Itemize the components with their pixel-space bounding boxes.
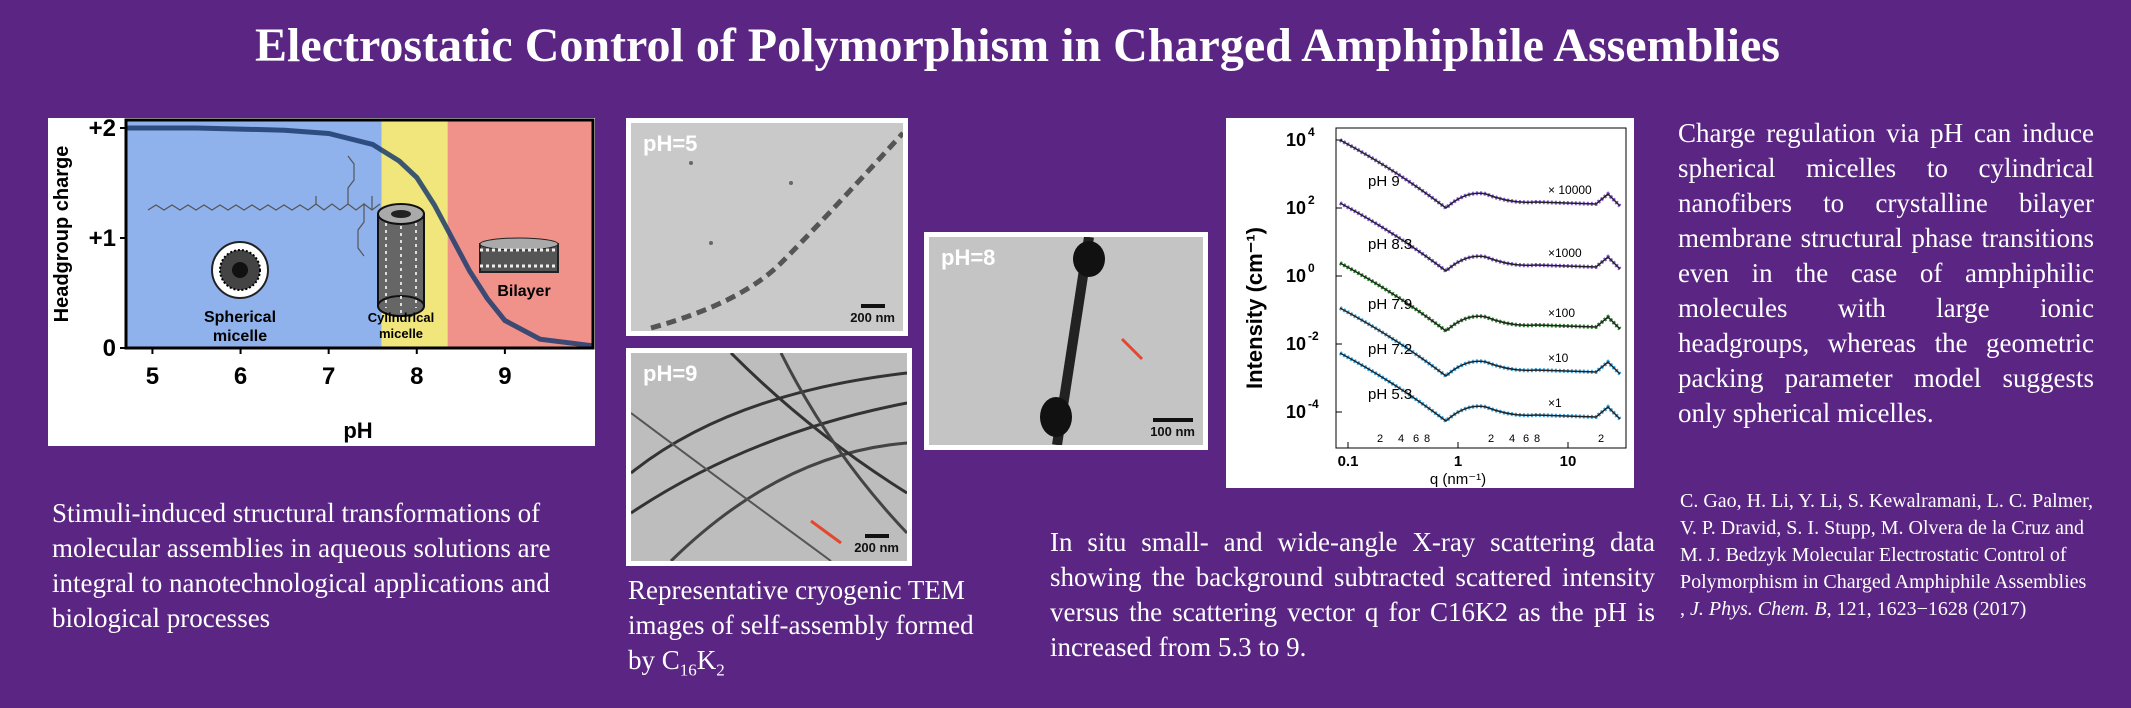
phase-x-tick-label: 7 [322, 363, 335, 390]
saxs-curve-label: pH 8.3 [1368, 236, 1412, 253]
tem-caption: Representative cryogenic TEM images of s… [628, 575, 974, 680]
tem-label-ph5: pH=5 [643, 131, 698, 156]
saxs-curve-label: pH 5.3 [1368, 386, 1412, 403]
label-cylindrical-2: micelle [379, 326, 423, 341]
saxs-y-tick-label: 10 [1286, 334, 1306, 354]
plot-frame [124, 118, 595, 350]
saxs-minor-tick-label: 6 [1523, 433, 1529, 445]
saxs-y-tick-exp: -4 [1308, 397, 1319, 411]
saxs-y-tick-exp: 4 [1308, 125, 1315, 139]
poster-title: Electrostatic Control of Polymorphism in… [255, 19, 1780, 72]
phase-y-axis-label: Headgroup charge [51, 146, 73, 323]
label-spherical-2: micelle [213, 328, 267, 345]
left-description: Stimuli-induced structural transformatio… [52, 498, 551, 633]
saxs-minor-tick-label: 4 [1398, 433, 1404, 445]
saxs-minor-tick-label: 8 [1534, 433, 1540, 445]
label-spherical-1: Spherical [204, 309, 276, 326]
saxs-minor-tick-label: 2 [1488, 433, 1494, 445]
saxs-fit-line [1339, 139, 1621, 209]
saxs-y-tick-exp: -2 [1308, 329, 1319, 343]
saxs-y-tick-label: 10 [1286, 266, 1306, 286]
phase-x-tick-label: 9 [498, 363, 511, 390]
saxs-x-tick-label: 10 [1560, 453, 1577, 470]
saxs-x-axis-label: q (nm⁻¹) [1430, 471, 1486, 488]
scale-bar: 100 nm [1150, 418, 1195, 439]
spherical-region [126, 120, 382, 348]
saxs-minor-tick-label: 8 [1424, 433, 1430, 445]
saxs-curve-label: pH 7.9 [1368, 296, 1412, 313]
saxs-multiplier-label: ×10 [1548, 351, 1569, 365]
molecule-structure-icon [147, 155, 381, 257]
tem-label-ph9: pH=9 [643, 361, 698, 386]
saxs-minor-tick-label: 6 [1413, 433, 1419, 445]
saxs-y-tick-label: 10 [1286, 130, 1306, 150]
phase-x-tick-label: 8 [410, 363, 423, 390]
reference: C. Gao, H. Li, Y. Li, S. Kewalramani, L.… [1680, 490, 2094, 620]
saxs-plot-frame [1335, 127, 1627, 449]
saxs-minor-tick-label: 4 [1509, 433, 1515, 445]
saxs-y-tick-exp: 0 [1308, 261, 1315, 275]
spherical-micelle-icon [211, 241, 269, 299]
tem-image-ph8: pH=8 100 nm [924, 232, 1208, 450]
saxs-y-tick-exp: 2 [1308, 193, 1315, 207]
saxs-multiplier-label: ×1000 [1548, 246, 1582, 260]
saxs-curve-label: pH 9 [1368, 173, 1400, 190]
phase-y-tick-label: +1 [89, 225, 116, 252]
saxs-description: In situ small- and wide-angle X-ray scat… [1050, 527, 1655, 662]
bilayer-icon [479, 237, 559, 273]
saxs-y-axis-label: Intensity (cm⁻¹) [1242, 227, 1267, 389]
tem-image-ph5: pH=5 200 nm [626, 118, 908, 336]
charge-curve [126, 125, 594, 349]
phase-y-tick-label: 0 [103, 335, 116, 362]
saxs-fit-line [1339, 307, 1621, 377]
saxs-multiplier-label: ×1 [1548, 396, 1562, 410]
label-cylindrical-1: Cylindrical [368, 310, 434, 325]
phase-diagram-panel: Spherical micelle Cylindrical micelle Bi… [48, 118, 595, 446]
phase-x-tick-label: 5 [146, 363, 159, 390]
saxs-minor-tick-label: 2 [1598, 433, 1604, 445]
right-description: Charge regulation via pH can induce sphe… [1678, 118, 2094, 428]
phase-y-tick-label: +2 [89, 118, 116, 142]
phase-diagram-chart: Spherical micelle Cylindrical micelle Bi… [51, 118, 595, 443]
saxs-fit-line [1339, 202, 1621, 272]
saxs-multiplier-label: × 10000 [1548, 183, 1592, 197]
saxs-panel: pH 9 × 10000 pH 8.3 ×1000 pH 7.9 ×100 pH 7.2 ×1… [1226, 118, 1634, 488]
bilayer-region [447, 120, 593, 348]
tem-image-ph9: pH=9 200 nm [626, 348, 912, 566]
saxs-x-tick-label: 1 [1454, 453, 1462, 470]
saxs-fit-line [1339, 352, 1621, 422]
phase-x-tick-label: 6 [234, 363, 247, 390]
phase-x-axis-label: pH [343, 418, 372, 443]
saxs-minor-tick-label: 2 [1377, 433, 1383, 445]
saxs-y-tick-label: 10 [1286, 402, 1306, 422]
saxs-fit-line [1339, 262, 1621, 332]
saxs-x-tick-label: 0.1 [1338, 453, 1359, 470]
label-bilayer: Bilayer [497, 283, 550, 300]
saxs-multiplier-label: ×100 [1548, 306, 1575, 320]
saxs-curve-label: pH 7.2 [1368, 341, 1412, 358]
scale-bar: 200 nm [854, 534, 899, 555]
tem-label-ph8: pH=8 [941, 245, 996, 270]
cylindrical-micelle-icon [377, 203, 425, 317]
saxs-y-tick-label: 10 [1286, 198, 1306, 218]
scale-bar: 200 nm [850, 304, 895, 325]
